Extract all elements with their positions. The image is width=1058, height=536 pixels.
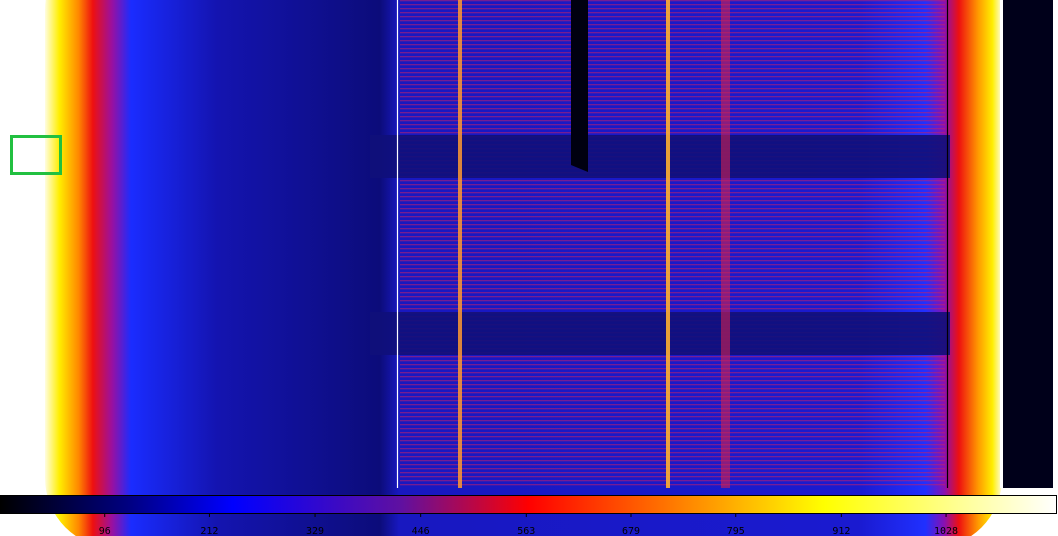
- colorbar[interactable]: [0, 495, 1057, 514]
- colorbar-tick-label: 563: [517, 526, 535, 536]
- colorbar-tick-label: 795: [727, 526, 745, 536]
- colorbar-tick-label: 96: [99, 526, 111, 536]
- detector-rows: [400, 0, 945, 488]
- gap-band: [370, 135, 950, 178]
- edge: [1000, 0, 1003, 488]
- colorbar-tick-label: 1028: [934, 526, 958, 536]
- colorbar-ticks: 96 212 329 446 563 679 795 912 1028: [99, 514, 958, 536]
- colorbar-tick-label: 446: [412, 526, 430, 536]
- region-box[interactable]: [10, 135, 62, 175]
- bright-column: [666, 0, 670, 488]
- colorbar-tick-label: 212: [200, 526, 218, 536]
- bright-column: [721, 0, 730, 488]
- dark-panel: [1003, 0, 1053, 488]
- colorbar-tick-label: 912: [832, 526, 850, 536]
- bright-column: [458, 0, 462, 488]
- colorbar-tick-label: 679: [622, 526, 640, 536]
- colorbar-tick-label: 329: [306, 526, 324, 536]
- shadow-bar: [571, 0, 588, 172]
- gap-band: [370, 312, 950, 355]
